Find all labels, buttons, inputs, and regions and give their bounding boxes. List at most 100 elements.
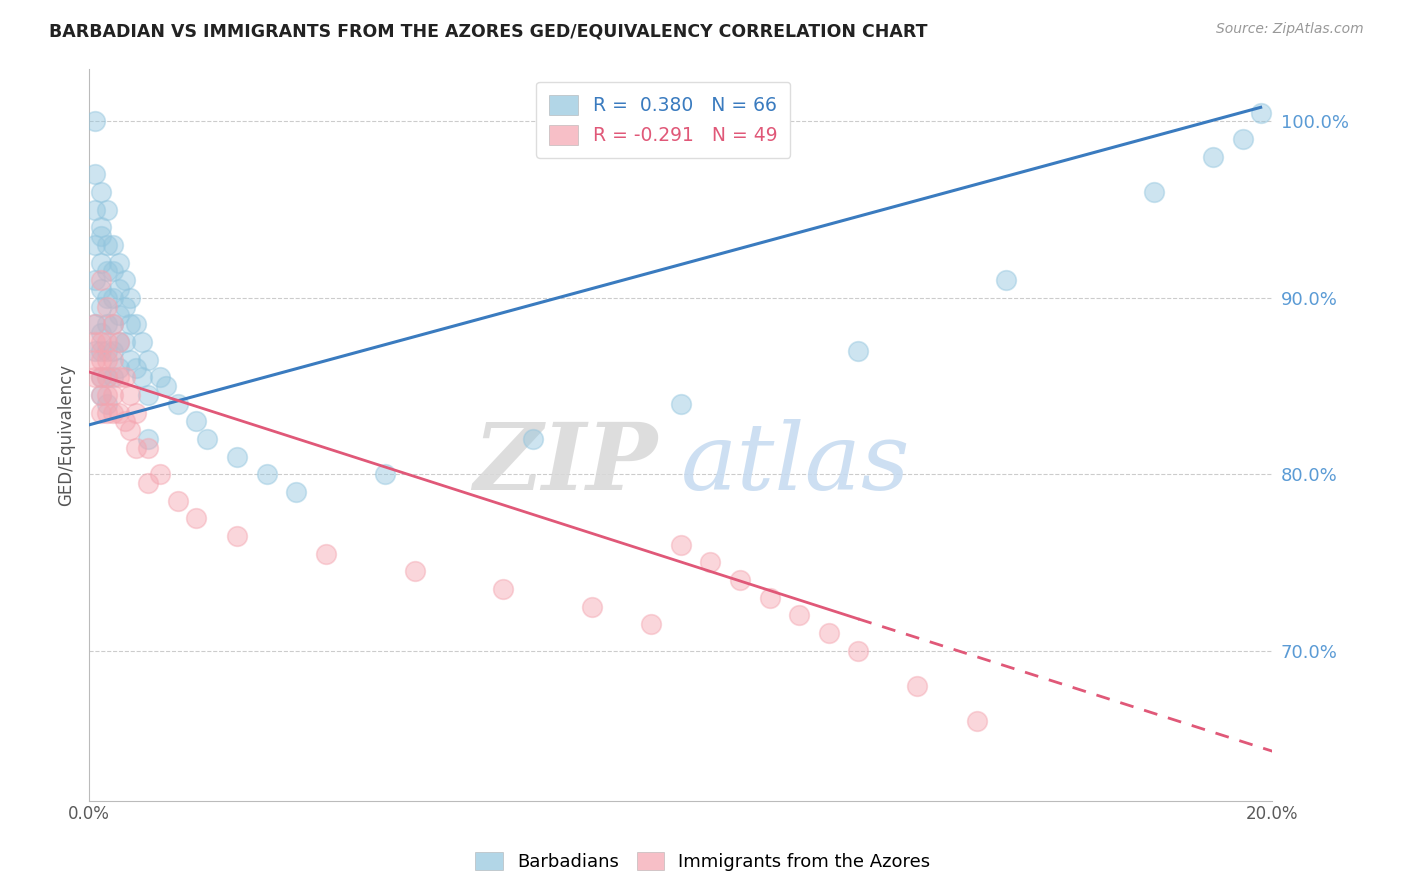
Text: ZIP: ZIP <box>472 419 657 508</box>
Point <box>184 511 207 525</box>
Point <box>101 318 124 332</box>
Point <box>907 679 929 693</box>
Point <box>787 608 810 623</box>
Point <box>96 264 118 278</box>
Point <box>114 273 136 287</box>
Point <box>966 714 988 729</box>
Point <box>90 405 112 419</box>
Point <box>120 291 142 305</box>
Point <box>114 300 136 314</box>
Point <box>96 334 118 349</box>
Point <box>101 405 124 419</box>
Point <box>90 255 112 269</box>
Point <box>136 388 159 402</box>
Point <box>404 564 426 578</box>
Point <box>155 379 177 393</box>
Point <box>315 547 337 561</box>
Point <box>96 300 118 314</box>
Point <box>84 370 107 384</box>
Point <box>125 318 148 332</box>
Point <box>96 343 118 358</box>
Point <box>96 397 118 411</box>
Point <box>96 370 118 384</box>
Point <box>90 352 112 367</box>
Point <box>90 185 112 199</box>
Point <box>131 334 153 349</box>
Point <box>256 467 278 482</box>
Point <box>166 397 188 411</box>
Point <box>846 643 869 657</box>
Point <box>136 352 159 367</box>
Point <box>101 370 124 384</box>
Point <box>90 370 112 384</box>
Point <box>90 388 112 402</box>
Y-axis label: GED/Equivalency: GED/Equivalency <box>58 364 75 506</box>
Point <box>107 309 129 323</box>
Point <box>197 432 219 446</box>
Point <box>84 114 107 128</box>
Point <box>120 352 142 367</box>
Point <box>84 318 107 332</box>
Point <box>84 343 107 358</box>
Point <box>226 450 249 464</box>
Point <box>84 238 107 252</box>
Text: atlas: atlas <box>681 419 910 508</box>
Point <box>492 582 515 596</box>
Point <box>90 300 112 314</box>
Point <box>136 441 159 455</box>
Point <box>84 318 107 332</box>
Point <box>107 405 129 419</box>
Point <box>101 343 124 358</box>
Point <box>90 388 112 402</box>
Point <box>669 397 692 411</box>
Point <box>640 617 662 632</box>
Point <box>107 334 129 349</box>
Point <box>758 591 780 605</box>
Point <box>90 229 112 244</box>
Point <box>1202 150 1225 164</box>
Point <box>522 432 544 446</box>
Point <box>96 202 118 217</box>
Point <box>107 255 129 269</box>
Point <box>285 484 308 499</box>
Point <box>96 291 118 305</box>
Point <box>90 282 112 296</box>
Point <box>581 599 603 614</box>
Point <box>101 352 124 367</box>
Legend: Barbadians, Immigrants from the Azores: Barbadians, Immigrants from the Azores <box>468 845 938 879</box>
Point <box>101 318 124 332</box>
Point <box>84 334 107 349</box>
Point <box>131 370 153 384</box>
Point <box>125 405 148 419</box>
Point <box>125 361 148 376</box>
Point <box>699 556 721 570</box>
Point <box>90 273 112 287</box>
Text: Source: ZipAtlas.com: Source: ZipAtlas.com <box>1216 22 1364 37</box>
Point <box>374 467 396 482</box>
Point <box>96 405 118 419</box>
Point <box>101 291 124 305</box>
Point <box>149 467 172 482</box>
Point <box>125 441 148 455</box>
Point <box>149 370 172 384</box>
Point <box>107 361 129 376</box>
Point <box>136 476 159 491</box>
Point <box>90 220 112 235</box>
Point <box>114 370 136 384</box>
Point <box>107 334 129 349</box>
Point <box>995 273 1018 287</box>
Point <box>669 538 692 552</box>
Point <box>184 414 207 428</box>
Point <box>84 202 107 217</box>
Point <box>96 352 118 367</box>
Legend: R =  0.380   N = 66, R = -0.291   N = 49: R = 0.380 N = 66, R = -0.291 N = 49 <box>536 81 790 158</box>
Point <box>84 352 107 367</box>
Point <box>84 167 107 181</box>
Point <box>101 238 124 252</box>
Point <box>90 326 112 340</box>
Point <box>90 334 112 349</box>
Point <box>107 370 129 384</box>
Point <box>96 238 118 252</box>
Point <box>114 334 136 349</box>
Point <box>120 318 142 332</box>
